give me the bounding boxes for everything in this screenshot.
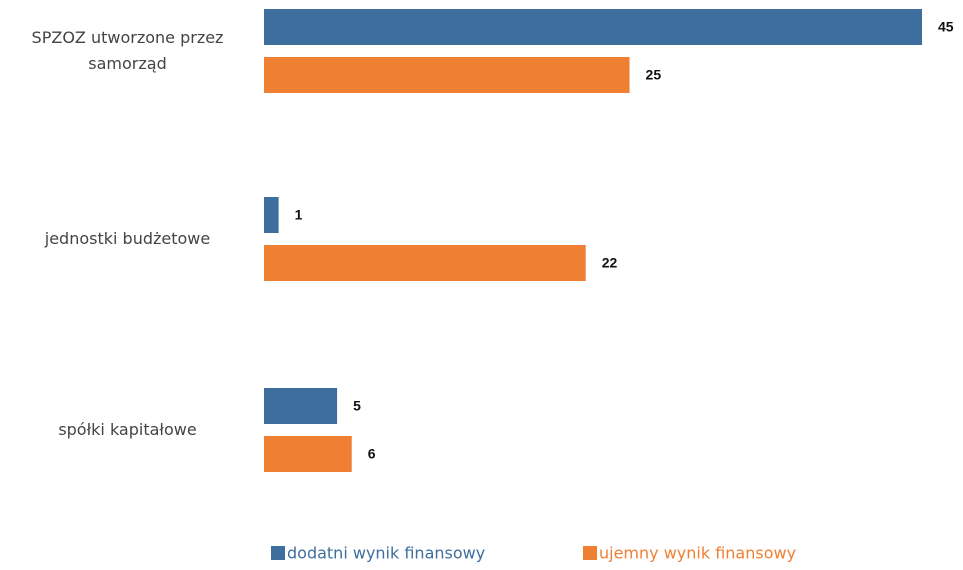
legend-label: dodatni wynik finansowy: [287, 544, 485, 563]
value-label: 45: [938, 19, 954, 35]
legend-swatch: [583, 546, 597, 560]
value-label: 6: [368, 446, 376, 462]
value-label: 5: [353, 398, 361, 414]
category-label: SPZOZ utworzone przez samorząd: [31, 28, 224, 73]
bar: [264, 9, 922, 45]
bar: [264, 436, 352, 472]
category-label: jednostki budżetowe: [44, 229, 211, 248]
bar: [264, 245, 586, 281]
value-label: 22: [602, 255, 618, 271]
bar: [264, 388, 338, 424]
value-label: 25: [646, 67, 662, 83]
legend-swatch: [271, 546, 285, 560]
legend-label: ujemny wynik finansowy: [599, 544, 796, 563]
value-label: 1: [295, 207, 303, 223]
bar: [264, 197, 279, 233]
bar: [264, 57, 630, 93]
category-label: spółki kapitałowe: [58, 420, 197, 439]
